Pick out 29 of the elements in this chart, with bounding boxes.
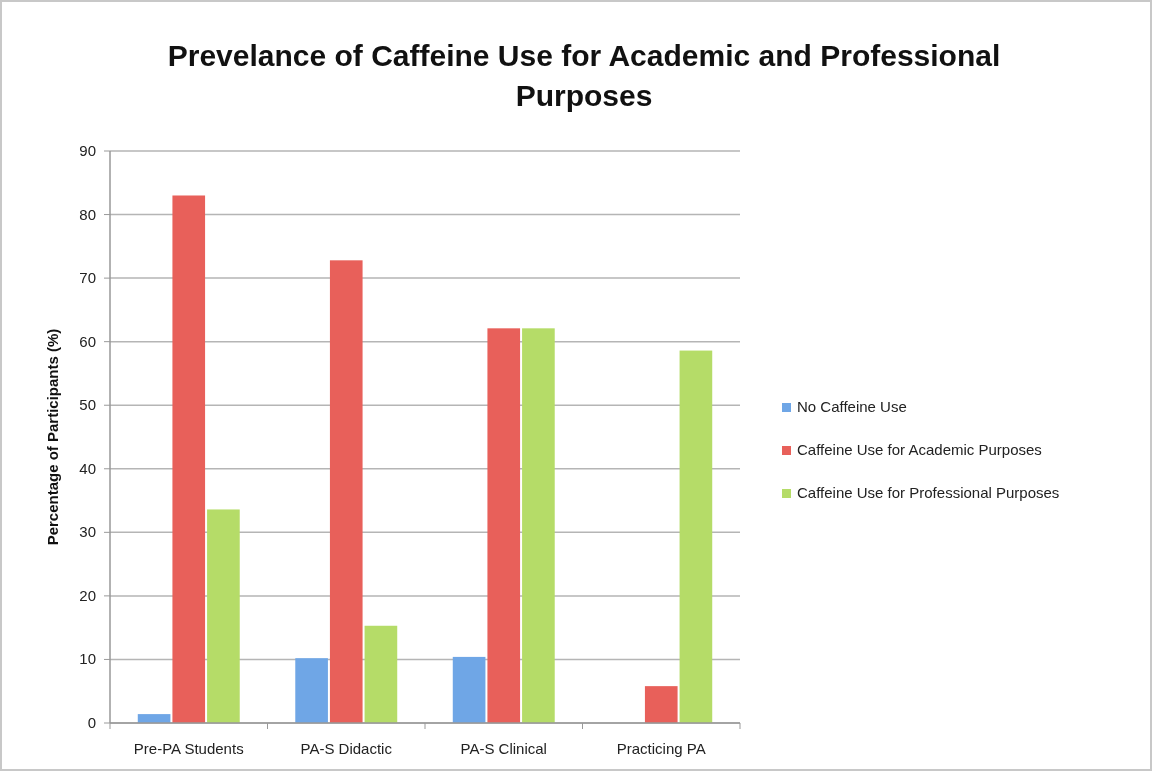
y-tick-label: 30 xyxy=(79,523,96,541)
x-tick-label: PA-S Didactic xyxy=(300,740,393,757)
legend-label: Caffeine Use for Academic Purposes xyxy=(797,441,1042,458)
bar xyxy=(522,328,555,723)
y-tick-label: 50 xyxy=(79,396,96,414)
legend-label: Caffeine Use for Professional Purposes xyxy=(797,484,1060,501)
y-tick-label: 40 xyxy=(79,459,96,477)
bar xyxy=(295,658,328,723)
bar xyxy=(329,260,363,723)
y-tick-label: 10 xyxy=(79,650,96,668)
bar xyxy=(644,686,678,723)
y-tick-label: 70 xyxy=(79,269,96,287)
x-tick-label: Pre-PA Students xyxy=(133,740,244,757)
bar xyxy=(172,195,206,723)
y-axis-title: Percentage of Participants (%) xyxy=(44,328,61,546)
bar xyxy=(487,328,521,723)
legend-label: No Caffeine Use xyxy=(797,398,907,415)
bar xyxy=(679,350,713,723)
x-tick-label: PA-S Clinical xyxy=(460,740,547,757)
y-tick-label: 20 xyxy=(79,586,96,604)
y-tick-label: 90 xyxy=(79,142,96,159)
x-tick-label: Practicing PA xyxy=(616,740,706,757)
y-tick-label: 0 xyxy=(87,714,96,731)
y-tick-label: 60 xyxy=(79,332,96,350)
chart-title: Prevelance of Caffeine Use for Academic and Professional Purposes xyxy=(167,39,1001,112)
bar xyxy=(452,656,486,723)
bar xyxy=(364,625,398,723)
bar xyxy=(207,509,240,723)
y-tick-label: 80 xyxy=(79,205,96,223)
